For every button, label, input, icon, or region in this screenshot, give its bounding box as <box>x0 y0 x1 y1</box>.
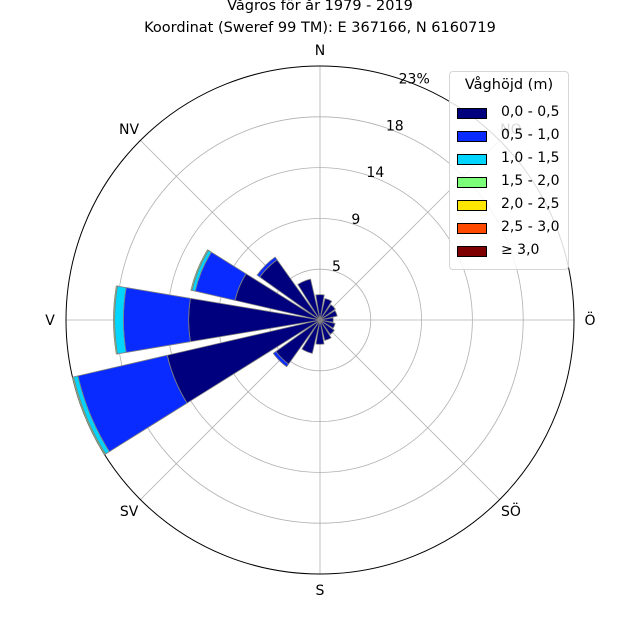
rose-bar-segment <box>297 278 321 321</box>
radial-tick-label: 5 <box>332 259 341 275</box>
rose-bar-segment <box>319 319 336 329</box>
rose-bar-segment <box>319 304 336 321</box>
legend-swatch <box>457 154 487 165</box>
legend-label: 0,0 - 0,5 <box>501 104 560 120</box>
chart-title: Vågros för år 1979 - 2019 <box>227 0 413 14</box>
rose-bar-segment <box>123 287 191 353</box>
grid-spoke <box>319 319 500 500</box>
rose-bar-segment <box>319 319 335 335</box>
rose-bar-segment <box>272 350 290 368</box>
legend-label: ≥ 3,0 <box>501 242 540 258</box>
direction-label: N <box>315 43 325 59</box>
rose-bar-segment <box>72 376 107 456</box>
direction-label: NV <box>119 122 139 138</box>
legend-swatch <box>457 177 487 188</box>
rose-bar-segment <box>190 249 210 291</box>
legend-label: 1,5 - 2,0 <box>501 173 560 189</box>
rose-bar-segment <box>315 294 325 321</box>
rose-bar-segment <box>319 297 333 321</box>
chart-subtitle: Koordinat (Sweref 99 TM): E 367166, N 61… <box>144 20 496 36</box>
legend-title: Våghöjd (m) <box>464 77 554 93</box>
legend-label: 2,0 - 2,5 <box>501 196 560 212</box>
legend-swatch <box>457 108 487 119</box>
rose-bar-segment <box>301 319 321 354</box>
legend-label: 2,5 - 3,0 <box>501 219 560 235</box>
wave-rose-bars <box>72 249 338 456</box>
legend-swatch <box>457 200 487 211</box>
radial-tick-label: 14 <box>366 165 384 181</box>
direction-label: V <box>45 313 55 329</box>
radial-tick-label: 9 <box>351 212 360 228</box>
rose-bar-segment <box>319 310 338 321</box>
legend-swatch <box>457 131 487 142</box>
direction-label: SÖ <box>501 502 521 520</box>
legend-swatch <box>457 246 487 257</box>
radial-tick-label: 18 <box>386 118 404 134</box>
legend: Våghöjd (m) 0,0 - 0,5 0,5 - 1,0 1,0 - 1,… <box>449 71 569 270</box>
rose-bar-segment <box>319 319 332 341</box>
direction-label: S <box>316 583 325 599</box>
rose-bar-segment <box>315 319 325 345</box>
rose-bar-segment <box>319 317 334 323</box>
legend-label: 1,0 - 1,5 <box>501 150 560 166</box>
polar-frame <box>65 65 575 575</box>
direction-label: Ö <box>584 311 595 329</box>
rose-bar-segment <box>256 256 278 278</box>
legend-label: 0,5 - 1,0 <box>501 127 560 143</box>
rose-bar-segment <box>113 285 118 355</box>
direction-label: SV <box>120 504 139 520</box>
radial-tick-label: 23% <box>399 71 430 87</box>
legend-swatch <box>457 223 487 234</box>
